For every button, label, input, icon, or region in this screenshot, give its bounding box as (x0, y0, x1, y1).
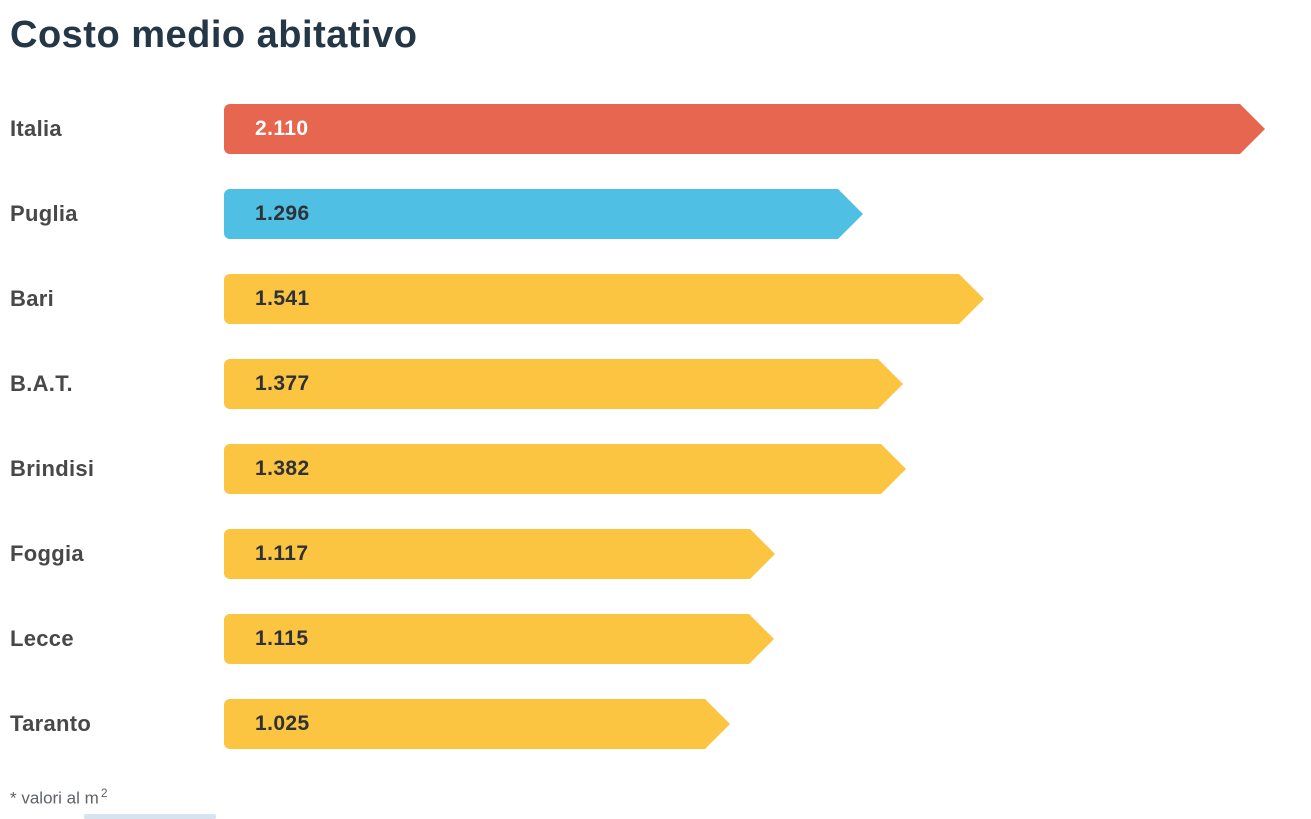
category-label: Bari (10, 285, 54, 311)
category-label: Brindisi (10, 455, 95, 481)
bar-with-arrow: 1.117 (224, 528, 775, 579)
bar-value-label: 1.115 (255, 626, 309, 650)
arrow-tip (749, 613, 774, 664)
arrow-tip (750, 528, 775, 579)
category-label: Italia (10, 115, 62, 141)
arrow-tip (838, 188, 863, 239)
category-label: B.A.T. (10, 370, 73, 396)
bar-row: Bari 1.541 (0, 256, 1311, 341)
bar-value-label: 1.025 (255, 711, 310, 735)
bar-value-label: 1.117 (255, 541, 309, 565)
bar-segment: 1.382 (224, 443, 881, 494)
bar-chart: Italia 2.110 Puglia 1.296 Bari 1.541 B.A.T. 1.3… (0, 86, 1311, 766)
bar-segment: 2.110 (224, 103, 1240, 154)
cutoff-content-strip (84, 814, 216, 819)
bar-with-arrow: 1.115 (224, 613, 774, 664)
bar-segment: 1.541 (224, 273, 959, 324)
arrow-tip (705, 698, 730, 749)
arrow-tip (1240, 103, 1265, 154)
bar-value-label: 2.110 (255, 116, 309, 140)
bar-with-arrow: 2.110 (224, 103, 1265, 154)
bar-segment: 1.115 (224, 613, 749, 664)
bar-segment: 1.025 (224, 698, 705, 749)
bar-row: B.A.T. 1.377 (0, 341, 1311, 426)
bar-row: Italia 2.110 (0, 86, 1311, 171)
chart-title: Costo medio abitativo (10, 14, 418, 56)
bar-row: Foggia 1.117 (0, 511, 1311, 596)
category-label: Taranto (10, 710, 92, 736)
bar-row: Brindisi 1.382 (0, 426, 1311, 511)
bar-value-label: 1.296 (255, 201, 310, 225)
category-label: Foggia (10, 540, 84, 566)
category-label: Lecce (10, 625, 74, 651)
bar-row: Lecce 1.115 (0, 596, 1311, 681)
footnote-superscript: 2 (100, 786, 108, 800)
bar-with-arrow: 1.382 (224, 443, 906, 494)
bar-value-label: 1.541 (255, 286, 310, 310)
category-label: Puglia (10, 200, 78, 226)
bar-row: Puglia 1.296 (0, 171, 1311, 256)
arrow-tip (878, 358, 903, 409)
bar-segment: 1.296 (224, 188, 838, 239)
bar-with-arrow: 1.541 (224, 273, 984, 324)
bar-with-arrow: 1.377 (224, 358, 903, 409)
arrow-tip (881, 443, 906, 494)
bar-value-label: 1.377 (255, 371, 310, 395)
bar-row: Taranto 1.025 (0, 681, 1311, 766)
bar-with-arrow: 1.025 (224, 698, 730, 749)
bar-segment: 1.117 (224, 528, 750, 579)
bar-segment: 1.377 (224, 358, 878, 409)
bar-with-arrow: 1.296 (224, 188, 863, 239)
arrow-tip (959, 273, 984, 324)
footnote-text: * valori al m (10, 788, 99, 808)
bar-value-label: 1.382 (255, 456, 310, 480)
